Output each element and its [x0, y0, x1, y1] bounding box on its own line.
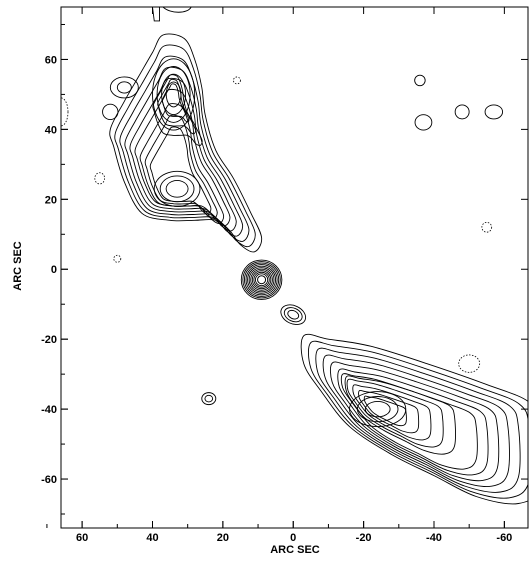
- axis-ticks: 60 40 20 0 -20 -40 -60 60 40 20 0 -20 -40 -60: [41, 7, 529, 544]
- blob-contour: [205, 395, 213, 402]
- x-tick-label: -60: [496, 532, 512, 544]
- x-tick-label: 60: [76, 532, 88, 544]
- noise-contour: [485, 105, 503, 119]
- negative-contour: [233, 77, 240, 84]
- noise-contour: [103, 104, 118, 119]
- knot-contour: [282, 305, 304, 325]
- y-axis-label: ARC SEC: [12, 241, 24, 291]
- north-lobe-contour: [115, 45, 255, 247]
- y-tick-label: 20: [45, 194, 57, 206]
- south-peak-contour: [365, 401, 390, 416]
- north-peak2-contour: [160, 176, 194, 202]
- x-axis-label: ARC SEC: [270, 544, 320, 556]
- noise-contour: [455, 105, 469, 119]
- negative-contour: [95, 173, 105, 184]
- x-tick-label: -20: [356, 532, 372, 544]
- x-tick-label: 40: [146, 532, 158, 544]
- knot-contour: [278, 301, 309, 328]
- x-tick-label: 0: [290, 532, 296, 544]
- north-peak2-contour: [166, 180, 188, 197]
- top-spur-contour: [152, 7, 159, 21]
- negative-contour: [482, 222, 492, 232]
- north-peak2-contour: [154, 171, 200, 206]
- noise-contour: [110, 77, 138, 98]
- noise-contour: [117, 82, 131, 93]
- negative-contour: [114, 255, 121, 262]
- contours: [54, 7, 529, 504]
- y-tick-label: 0: [51, 264, 57, 276]
- negative-contour: [459, 355, 480, 373]
- noise-contour: [415, 115, 432, 130]
- top-edge-contour: [163, 7, 191, 12]
- blob-contour: [202, 393, 216, 405]
- noise-contour: [415, 75, 426, 86]
- south-lobe-contour: [301, 334, 529, 504]
- y-tick-label: -60: [41, 474, 57, 486]
- y-tick-label: -20: [41, 334, 57, 346]
- x-tick-label: 20: [217, 532, 229, 544]
- south-lobe-contour: [338, 369, 488, 475]
- y-tick-label: 60: [45, 54, 57, 66]
- y-tick-label: -40: [41, 404, 57, 416]
- x-tick-label: -40: [426, 532, 442, 544]
- y-tick-label: 40: [45, 124, 57, 136]
- core-centre: [258, 276, 266, 284]
